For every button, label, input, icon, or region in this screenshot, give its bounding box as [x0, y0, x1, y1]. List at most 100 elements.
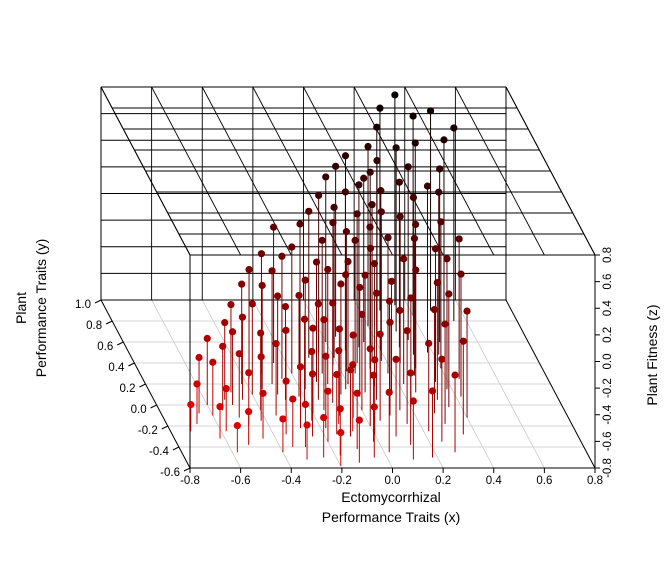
data-point — [308, 370, 317, 378]
data-point — [366, 168, 374, 176]
data-point — [219, 342, 227, 350]
data-point — [387, 277, 396, 285]
data-point — [342, 228, 350, 236]
x-axis-title-line2: Performance Traits (x) — [322, 509, 460, 525]
data-point — [392, 355, 400, 363]
data-point — [410, 234, 419, 243]
data-point — [324, 265, 332, 274]
data-point — [318, 236, 326, 244]
data-point — [238, 280, 246, 288]
data-point — [258, 281, 266, 290]
data-point — [373, 156, 381, 165]
data-point — [209, 358, 217, 366]
data-point — [245, 369, 253, 377]
data-point — [361, 271, 369, 279]
data-point — [278, 252, 286, 260]
data-point — [376, 104, 384, 112]
data-point — [370, 403, 378, 411]
data-point — [396, 212, 404, 221]
y-tick-label: -0.6 — [160, 467, 180, 479]
data-point — [233, 422, 241, 430]
data-point — [341, 152, 350, 160]
data-point — [435, 188, 443, 196]
data-point — [366, 244, 375, 252]
z-axis-title: Plant Fitness (z) — [644, 304, 660, 405]
data-point — [385, 388, 393, 396]
data-point — [248, 300, 256, 308]
data-point — [353, 210, 361, 218]
data-point — [353, 389, 361, 397]
data-point — [368, 201, 376, 209]
data-point — [300, 315, 309, 323]
x-tick-label: 0.4 — [486, 475, 503, 487]
data-point — [337, 429, 345, 437]
data-point — [436, 165, 444, 173]
data-point — [372, 289, 381, 297]
data-point — [373, 123, 381, 131]
data-point — [423, 182, 432, 190]
data-point — [385, 297, 394, 305]
data-point — [329, 299, 337, 307]
data-point — [407, 294, 415, 302]
data-point — [400, 255, 408, 263]
data-point — [257, 250, 266, 258]
data-point — [443, 255, 451, 263]
data-point — [315, 191, 323, 200]
data-point — [309, 324, 317, 332]
data-point — [312, 258, 321, 266]
data-point — [411, 220, 420, 229]
data-point — [282, 326, 290, 334]
data-point — [351, 236, 359, 244]
data-point — [358, 310, 366, 318]
data-point — [257, 353, 265, 361]
data-point — [320, 316, 328, 324]
drop-lines — [190, 94, 468, 466]
data-point — [324, 387, 332, 395]
y-axis-ticks: -0.6 -0.4 -0.2 0.0 0.2 0.4 0.6 0.8 1.0 — [75, 299, 191, 479]
data-point — [333, 370, 341, 379]
data-point — [221, 318, 229, 327]
y-axis-title-line1: Plant — [13, 292, 29, 324]
data-point — [392, 144, 400, 152]
data-point — [289, 395, 297, 403]
data-point — [301, 400, 310, 408]
y-tick-label: 0.8 — [86, 320, 102, 332]
z-tick-label: 0.4 — [602, 300, 614, 317]
x-tick-label: -0.8 — [180, 475, 200, 487]
data-point — [409, 112, 417, 120]
data-point — [433, 279, 441, 287]
data-point — [425, 339, 433, 347]
x-tick-label: 0.2 — [435, 475, 451, 487]
data-point — [259, 389, 267, 397]
data-point — [445, 290, 453, 298]
data-point — [305, 207, 313, 215]
z-tick-label: -0.8 — [602, 458, 614, 478]
data-point — [330, 203, 338, 211]
data-point — [457, 270, 465, 278]
data-point — [411, 139, 419, 147]
data-point — [245, 408, 253, 416]
data-point — [238, 313, 247, 321]
z-tick-label: 0.6 — [602, 274, 614, 290]
data-point — [303, 421, 311, 429]
z-axis-ticks: -0.8 -0.6 -0.4 -0.2 0.0 0.2 0.4 0.6 0.8 — [595, 247, 614, 478]
y-tick-label: -0.2 — [138, 425, 158, 437]
data-point — [371, 356, 379, 364]
data-point — [193, 380, 201, 388]
data-point — [203, 334, 211, 343]
data-point — [355, 181, 363, 189]
data-point — [227, 300, 235, 309]
data-point — [301, 276, 309, 284]
data-point — [274, 292, 282, 300]
data-point — [451, 371, 459, 379]
data-point — [366, 223, 374, 231]
data-point — [440, 136, 448, 144]
x-tick-label: 0.6 — [536, 475, 552, 487]
data-point — [407, 369, 415, 377]
x-tick-label: -0.6 — [231, 475, 251, 487]
data-point — [288, 243, 296, 251]
data-point — [404, 163, 412, 171]
data-point — [377, 208, 385, 216]
y-tick-label: 0.0 — [131, 404, 147, 416]
x-tick-label: -0.2 — [332, 475, 352, 487]
